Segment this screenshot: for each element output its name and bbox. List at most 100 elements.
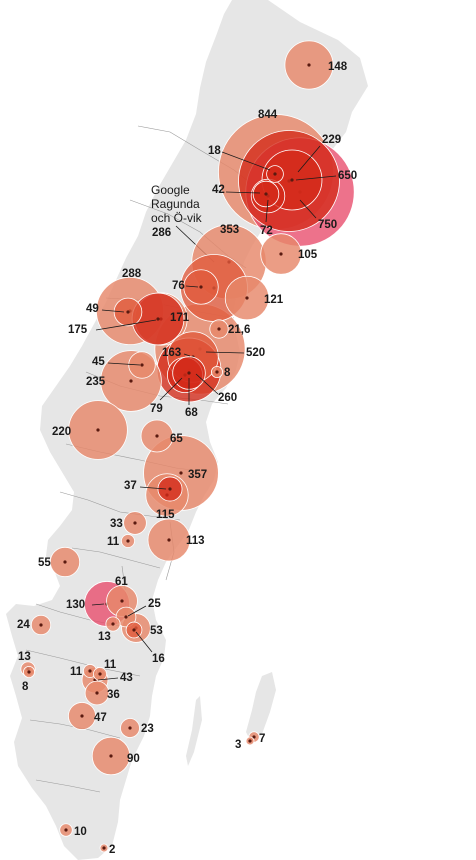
site-dot-23 — [128, 726, 132, 730]
sweden-land — [6, 0, 368, 860]
site-label-18: 18 — [208, 145, 221, 157]
site-dot-8 — [215, 370, 219, 374]
site-label-13: 13 — [18, 651, 31, 663]
site-label-68: 68 — [185, 407, 198, 419]
site-label-61: 61 — [115, 576, 128, 588]
site-dot-220 — [96, 428, 100, 432]
annotation-line-3: och Ö-vik — [151, 211, 203, 225]
site-label-11: 11 — [104, 659, 117, 671]
site-label-220: 220 — [52, 426, 71, 438]
site-label-47: 47 — [94, 712, 107, 724]
site-label-21,6: 21,6 — [228, 324, 250, 336]
leader-line-520 — [205, 351, 245, 354]
site-label-90: 90 — [127, 753, 140, 765]
site-label-750: 750 — [318, 219, 337, 231]
leader-line-130 — [91, 603, 105, 606]
site-dot-105 — [279, 252, 283, 256]
site-dot-45 — [140, 363, 144, 367]
site-dot-68 — [187, 371, 191, 375]
site-dot-235 — [129, 379, 133, 383]
site-label-16: 16 — [152, 653, 165, 665]
site-label-844: 844 — [258, 109, 278, 121]
site-dot-229 — [290, 178, 294, 182]
site-label-115: 115 — [156, 509, 175, 521]
bubble-layer — [20, 40, 355, 853]
leader-line-72 — [265, 199, 269, 223]
leader-line-650 — [295, 175, 337, 181]
site-label-105: 105 — [298, 249, 318, 261]
site-dot-13 — [111, 622, 115, 626]
site-label-357: 357 — [188, 469, 207, 481]
site-label-24: 24 — [17, 619, 30, 631]
site-label-121: 121 — [264, 294, 284, 306]
site-dot-55 — [63, 560, 67, 564]
site-dot-49 — [126, 310, 130, 314]
site-dot-47 — [80, 714, 84, 718]
site-label-10: 10 — [74, 826, 87, 838]
leader-line-18 — [221, 151, 271, 171]
site-label-229: 229 — [322, 134, 341, 146]
site-dot-37 — [168, 487, 172, 491]
site-label-13: 13 — [98, 631, 111, 643]
site-dot-11 — [126, 539, 130, 543]
site-dot-11 — [98, 672, 102, 676]
site-label-288: 288 — [122, 268, 142, 280]
leader-line-76 — [185, 285, 199, 288]
leader-line-25 — [127, 605, 147, 617]
leader-line-163 — [183, 353, 191, 357]
site-dot-90 — [109, 754, 113, 758]
site-label-175: 175 — [68, 324, 88, 336]
leader-line-42 — [225, 191, 261, 194]
annotation-line-1: Google — [151, 183, 190, 197]
site-label-23: 23 — [141, 723, 154, 735]
site-dot-11 — [88, 669, 92, 673]
leader-line-750 — [299, 199, 317, 219]
site-label-72: 72 — [260, 225, 273, 237]
site-dot-171 — [156, 317, 160, 321]
site-dot-10 — [64, 828, 68, 832]
site-dot-61 — [120, 599, 124, 603]
site-label-33: 33 — [110, 518, 123, 530]
island-oland — [186, 696, 202, 766]
site-label-55: 55 — [38, 557, 51, 569]
site-label-353: 353 — [220, 224, 239, 236]
site-dot-65 — [155, 434, 159, 438]
leader-line-79 — [159, 377, 183, 401]
annotation-line-2: Ragunda — [151, 197, 200, 211]
site-label-2: 2 — [109, 844, 115, 856]
site-label-113: 113 — [186, 535, 205, 547]
site-label-65: 65 — [170, 433, 183, 445]
site-label-260: 260 — [218, 392, 237, 404]
site-label-8: 8 — [224, 367, 231, 379]
site-dot-2 — [102, 846, 106, 850]
site-label-520: 520 — [246, 347, 265, 359]
site-label-45: 45 — [92, 356, 105, 368]
site-label-130: 130 — [66, 599, 85, 611]
site-label-37: 37 — [124, 480, 137, 492]
annotation-google: Google Ragunda och Ö-vik — [151, 183, 215, 263]
site-label-25: 25 — [148, 598, 161, 610]
site-dot-21,6 — [217, 327, 221, 331]
site-label-148: 148 — [328, 61, 348, 73]
site-label-163: 163 — [162, 347, 181, 359]
site-dot-3 — [248, 739, 252, 743]
site-label-171: 171 — [170, 312, 190, 324]
site-label-76: 76 — [172, 280, 185, 292]
site-label-3: 3 — [235, 739, 241, 751]
leader-line-260 — [195, 373, 219, 395]
site-label-7: 7 — [259, 733, 265, 745]
site-label-79: 79 — [150, 403, 163, 415]
site-dot-76 — [199, 285, 203, 289]
site-dot-42 — [264, 192, 268, 196]
site-label-53: 53 — [150, 625, 163, 637]
site-dot-33 — [133, 521, 137, 525]
site-dot-18 — [273, 172, 277, 176]
site-label-286: 286 — [152, 227, 171, 239]
site-dot-357 — [179, 471, 183, 475]
site-label-49: 49 — [86, 303, 99, 315]
leader-line-49 — [101, 309, 125, 313]
island-gotland — [246, 672, 276, 744]
